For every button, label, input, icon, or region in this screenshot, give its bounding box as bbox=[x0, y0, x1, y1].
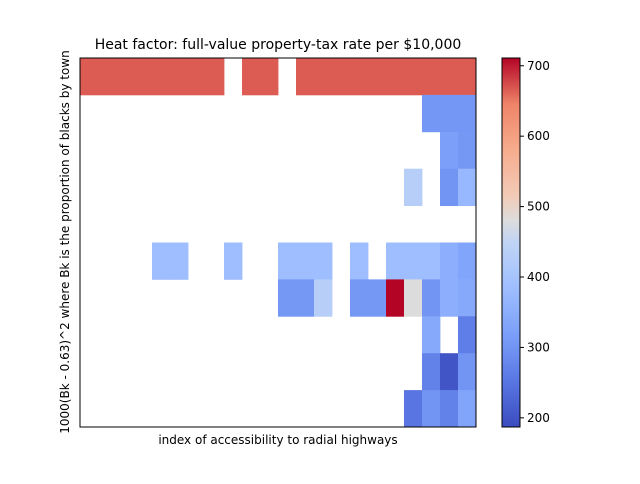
heatmap-cell bbox=[458, 168, 477, 206]
chart-title: Heat factor: full-value property-tax rat… bbox=[95, 37, 462, 53]
heatmap-cell bbox=[440, 279, 459, 317]
heatmap-cell bbox=[332, 58, 351, 96]
heatmap-cell bbox=[314, 58, 333, 96]
heatmap-cell bbox=[404, 242, 423, 280]
heatmap-cell bbox=[296, 279, 315, 317]
heatmap-cell bbox=[296, 242, 315, 280]
heatmap-cell bbox=[170, 242, 189, 280]
heatmap-cell bbox=[134, 58, 153, 96]
heatmap-cell bbox=[368, 58, 387, 96]
heatmap-cell bbox=[116, 58, 135, 96]
heatmap-cell bbox=[224, 242, 243, 280]
heatmap-cell bbox=[440, 131, 459, 170]
heatmap-cell bbox=[440, 94, 459, 133]
heatmap-cell bbox=[188, 58, 207, 96]
heatmap-cell bbox=[458, 316, 477, 354]
heatmap-cell bbox=[440, 353, 459, 391]
heatmap-cell bbox=[404, 390, 423, 428]
heatmap-cell bbox=[152, 58, 171, 96]
heatmap-cell bbox=[80, 58, 99, 96]
heatmap-cell bbox=[458, 242, 477, 280]
heatmap-cell bbox=[152, 242, 171, 280]
heatmap-cell bbox=[350, 242, 369, 280]
heatmap-cell bbox=[260, 58, 279, 96]
heatmap-cell bbox=[170, 58, 189, 96]
y-axis-label: 1000(Bk - 0.63)^2 where Bk is the propor… bbox=[58, 50, 72, 433]
heatmap-cell bbox=[350, 58, 369, 96]
heatmap-cell bbox=[440, 390, 459, 428]
heatmap-cell bbox=[458, 353, 477, 391]
heatmap-cell bbox=[314, 242, 333, 280]
heatmap-cell bbox=[440, 168, 459, 206]
colorbar-ticks: 200 300 400 500 600 700 bbox=[520, 59, 550, 425]
heatmap-cell bbox=[458, 94, 477, 133]
heatmap-cells bbox=[80, 58, 477, 428]
heatmap-cell bbox=[278, 242, 297, 280]
heatmap-cell bbox=[296, 58, 315, 96]
colorbar-tick-label: 700 bbox=[527, 59, 550, 73]
heatmap-cell bbox=[422, 353, 441, 391]
plot-frame bbox=[79, 57, 477, 428]
heatmap-cell bbox=[368, 279, 387, 317]
heatmap-cell bbox=[458, 131, 477, 170]
colorbar bbox=[501, 57, 521, 428]
heatmap-cell bbox=[422, 94, 441, 133]
heatmap-cell bbox=[404, 168, 423, 206]
heatmap-cell bbox=[422, 390, 441, 428]
colorbar-tick-label: 600 bbox=[527, 129, 550, 143]
heatmap-cell bbox=[422, 58, 441, 96]
colorbar-tick-label: 300 bbox=[527, 340, 550, 354]
colorbar-tick-label: 400 bbox=[527, 270, 550, 284]
heatmap-cell bbox=[314, 279, 333, 317]
heatmap-cell bbox=[404, 58, 423, 96]
colorbar-tick-label: 200 bbox=[527, 411, 550, 425]
heatmap-cell bbox=[206, 58, 225, 96]
heatmap-cell bbox=[386, 58, 405, 96]
x-axis-label: index of accessibility to radial highway… bbox=[158, 433, 397, 447]
heatmap-cell bbox=[242, 58, 261, 96]
heatmap-cell bbox=[422, 316, 441, 354]
heatmap-cell bbox=[458, 279, 477, 317]
heatmap-cell bbox=[440, 58, 459, 96]
heatmap-cell bbox=[278, 279, 297, 317]
heatmap-cell bbox=[98, 58, 117, 96]
heatmap-cell bbox=[386, 242, 405, 280]
heatmap-cell bbox=[458, 58, 477, 96]
heatmap-cell bbox=[386, 279, 405, 317]
colorbar-tick-label: 500 bbox=[527, 200, 550, 214]
heatmap-cell bbox=[422, 242, 441, 280]
heatmap-cell bbox=[350, 279, 369, 317]
heatmap-cell bbox=[404, 279, 423, 317]
heatmap-cell bbox=[440, 242, 459, 280]
heatmap-cell bbox=[422, 279, 441, 317]
heatmap-cell bbox=[458, 390, 477, 428]
